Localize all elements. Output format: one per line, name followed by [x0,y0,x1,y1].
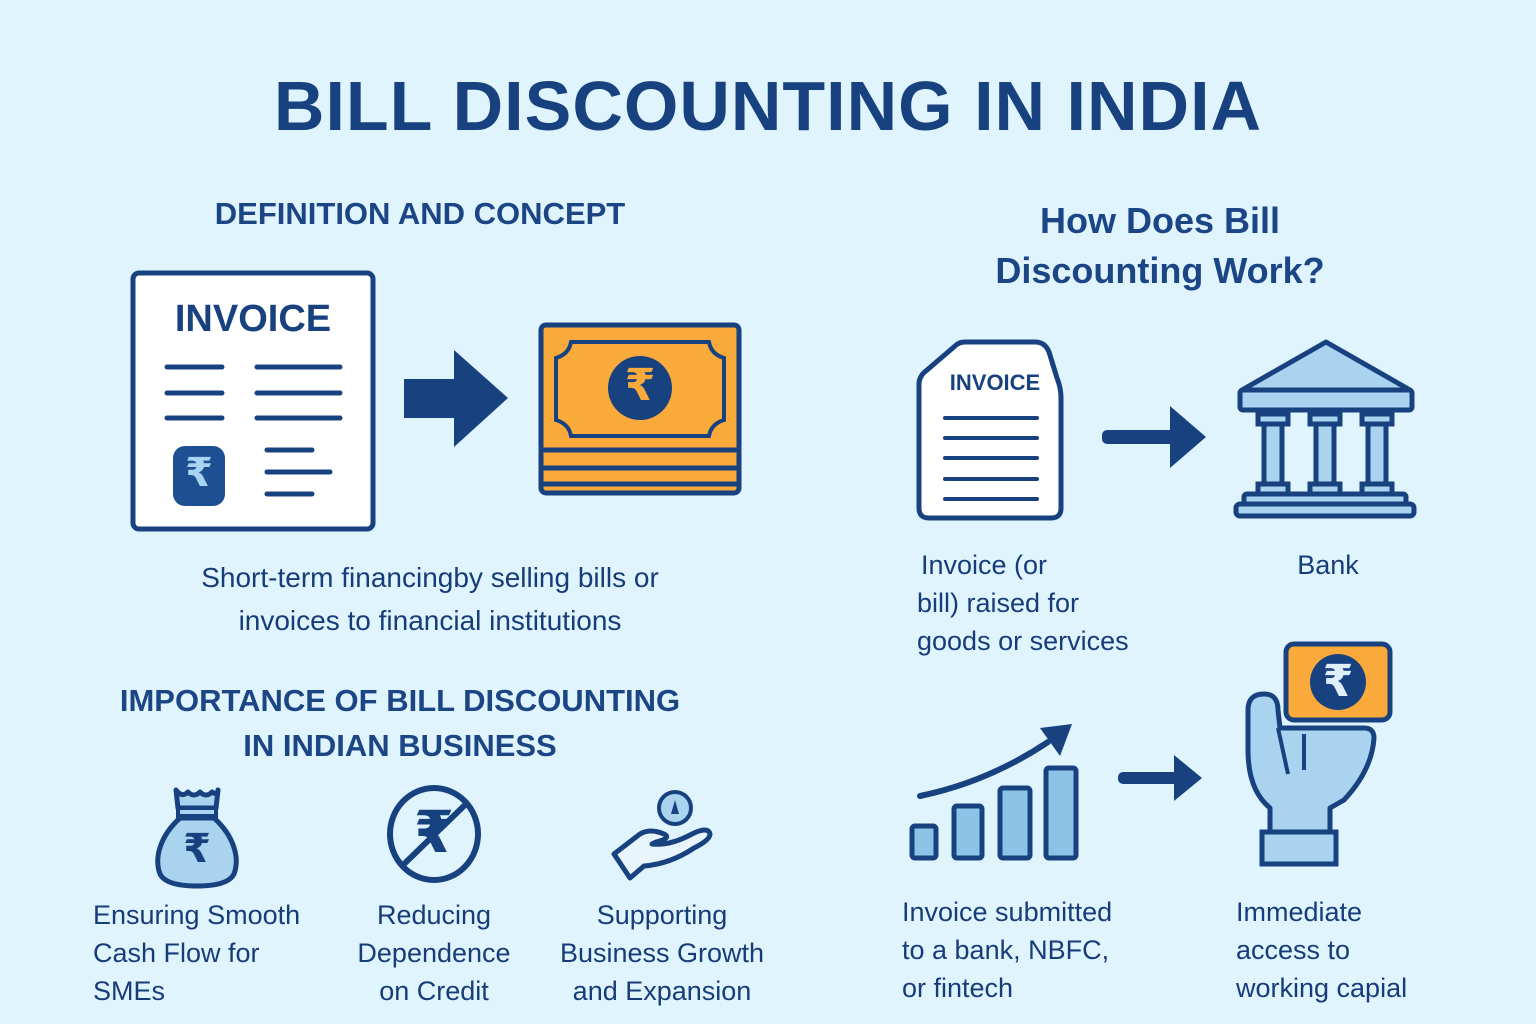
caption-line: goods or services [917,626,1129,656]
invoice-label: INVOICE [174,298,332,340]
rupee-symbol-icon: ₹ [413,800,455,865]
caption-line: to a bank, NBFC, [902,935,1110,965]
rupee-symbol-icon: ₹ [624,361,656,410]
importance-heading-line-2: IN INDIAN BUSINESS [243,728,557,763]
caption-line: working capial [1236,973,1408,1003]
rupee-banknote-stack-icon: ₹ [538,322,742,496]
how-heading-line-1: How Does Bill [1039,200,1281,241]
caption-line: SMEs [93,976,166,1006]
rupee-symbol-icon: ₹ [185,451,213,495]
rupee-symbol-icon: ₹ [1322,657,1354,706]
invoice-label: INVOICE [949,370,1041,395]
caption-line: access to [1236,935,1351,965]
invoice-document-icon: INVOICE ₹ [130,270,376,532]
page-title: BILL DISCOUNTING IN INDIA [273,67,1263,145]
right-arrow-icon [404,350,510,448]
no-rupee-credit-icon: ₹ [386,784,482,884]
how-heading-line-2: Discounting Work? [995,250,1325,291]
caption-line: and Expansion [572,976,752,1006]
definition-line-2: invoices to financial institutions [238,605,622,636]
hand-coin-growth-icon [610,790,714,882]
step-1-caption: Invoice (or bill) raised for goods or se… [917,546,1197,660]
right-arrow-icon [1116,754,1204,804]
importance-heading: IMPORTANCE OF BILL DISCOUNTING IN INDIAN… [60,678,740,768]
growth-chart-icon [908,722,1080,862]
rupee-symbol-icon: ₹ [183,827,211,871]
step-2-caption: Bank [1250,546,1406,584]
how-it-works-heading: How Does Bill Discounting Work? [930,196,1390,296]
caption-line: Invoice (or [921,550,1048,580]
caption-line: bill) raised for [917,588,1080,618]
bank-icon [1232,338,1420,519]
caption-line: Bank [1297,550,1359,580]
caption-line: or fintech [902,973,1014,1003]
importance-item-3: Supporting Business Growth and Expansion [540,896,784,1010]
importance-heading-line-1: IMPORTANCE OF BILL DISCOUNTING [119,683,681,718]
caption-line: Invoice submitted [902,897,1113,927]
definition-heading: DEFINITION AND CONCEPT [214,196,626,231]
step-4-caption: Immediate access to working capial [1236,893,1476,1007]
right-arrow-icon [1100,404,1208,470]
caption-line: Supporting [596,900,728,930]
invoice-icon: INVOICE [915,338,1065,522]
caption-line: Dependence [357,938,511,968]
caption-line: Ensuring Smooth [93,900,301,930]
definition-description: Short-term financingby selling bills or … [110,556,750,642]
caption-line: Reducing [376,900,492,930]
importance-item-1: Ensuring Smooth Cash Flow for SMEs [93,896,343,1010]
definition-line-1: Short-term financingby selling bills or [201,562,659,593]
step-3-caption: Invoice submitted to a bank, NBFC, or fi… [902,893,1182,1007]
caption-line: Cash Flow for [93,938,260,968]
importance-item-2: Reducing Dependence on Credit [334,896,534,1010]
caption-line: on Credit [379,976,489,1006]
rupee-money-bag-icon: ₹ [154,786,240,890]
hand-holding-rupee-icon: ₹ [1244,640,1394,867]
caption-line: Immediate [1236,897,1363,927]
caption-line: Business Growth [559,938,765,968]
